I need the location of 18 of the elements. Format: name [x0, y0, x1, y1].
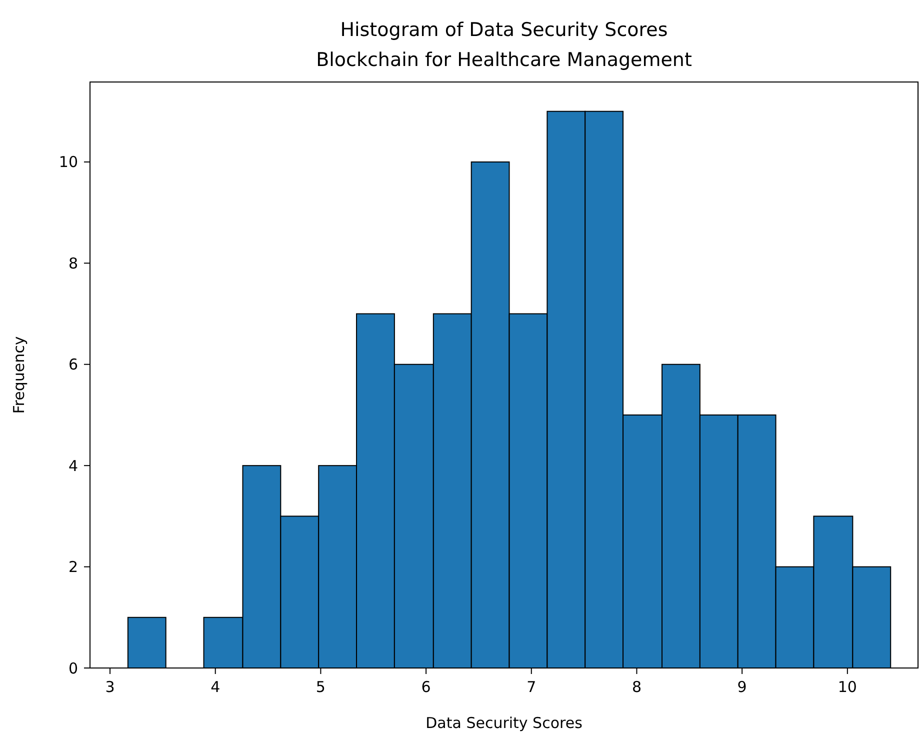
x-tick-label: 7 — [526, 678, 536, 696]
chart-subtitle: Blockchain for Healthcare Management — [316, 49, 692, 71]
y-axis-title: Frequency — [10, 336, 28, 414]
y-tick-label: 8 — [68, 254, 78, 272]
x-tick-label: 5 — [316, 678, 326, 696]
x-tick-label: 4 — [210, 678, 220, 696]
y-tick-label: 2 — [68, 558, 78, 576]
x-tick-label: 8 — [632, 678, 642, 696]
x-tick-label: 10 — [838, 678, 857, 696]
y-tick-label: 10 — [58, 153, 78, 172]
y-tick-label: 4 — [68, 456, 78, 475]
x-axis-title: Data Security Scores — [426, 714, 583, 732]
x-tick-label: 3 — [105, 678, 115, 696]
y-tick-label: 0 — [68, 659, 78, 678]
y-tick-label: 6 — [68, 356, 78, 374]
x-tick-label: 9 — [737, 678, 747, 696]
x-tick-label: 6 — [421, 678, 431, 696]
chart-title: Histogram of Data Security Scores — [340, 19, 668, 41]
